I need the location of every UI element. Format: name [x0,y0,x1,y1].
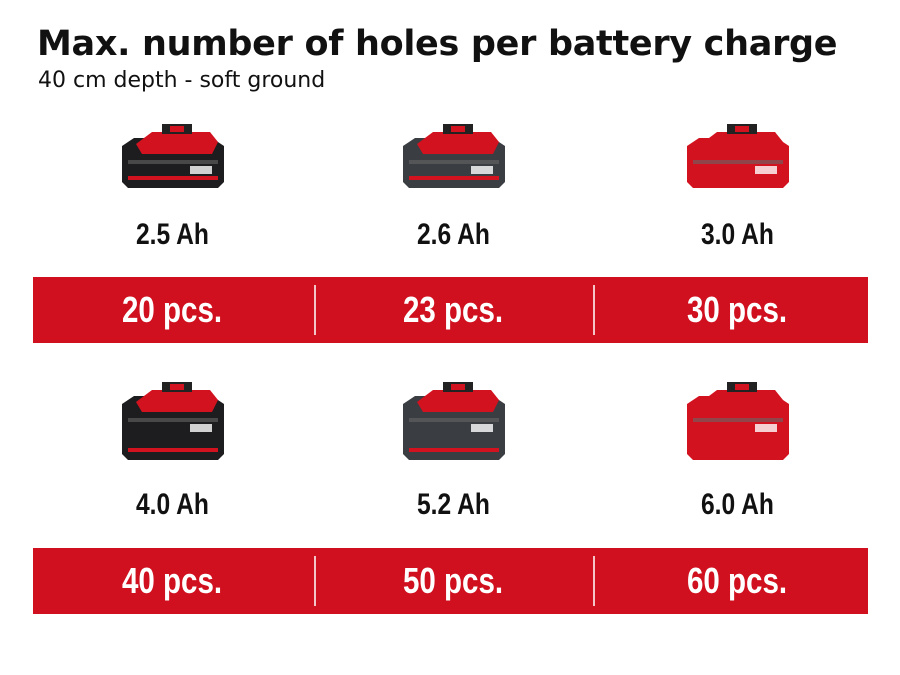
page-title: Max. number of holes per battery charge [37,24,838,64]
battery-card: 2.6 Ah [313,120,593,260]
hole-count: 23 pcs. [402,289,504,330]
battery-2-6ah-icon [393,122,513,196]
hole-count: 60 pcs. [686,560,788,601]
divider [593,285,595,335]
hole-count: 30 pcs. [686,289,788,330]
hole-count: 40 pcs. [121,560,223,601]
battery-card: 6.0 Ah [597,382,877,522]
battery-capacity: 5.2 Ah [416,488,490,521]
battery-3-0ah-icon [677,122,797,196]
battery-card: 3.0 Ah [597,120,877,260]
battery-4-0ah-icon [112,382,232,466]
battery-capacity: 3.0 Ah [700,218,774,251]
battery-capacity: 6.0 Ah [700,488,774,521]
battery-2-5ah-icon [112,122,232,196]
hole-count: 20 pcs. [121,289,223,330]
divider [314,556,316,606]
battery-capacity: 2.5 Ah [135,218,209,251]
hole-count-band: 20 pcs. 23 pcs. 30 pcs. [33,277,868,343]
battery-card: 4.0 Ah [32,382,312,522]
divider [314,285,316,335]
battery-card: 5.2 Ah [313,382,593,522]
hole-count: 50 pcs. [402,560,504,601]
battery-capacity: 2.6 Ah [416,218,490,251]
battery-6-0ah-icon [677,382,797,466]
divider [593,556,595,606]
hole-count-band: 40 pcs. 50 pcs. 60 pcs. [33,548,868,614]
battery-card: 2.5 Ah [32,120,312,260]
battery-5-2ah-icon [393,382,513,466]
page-subtitle: 40 cm depth - soft ground [38,68,326,93]
battery-capacity: 4.0 Ah [135,488,209,521]
